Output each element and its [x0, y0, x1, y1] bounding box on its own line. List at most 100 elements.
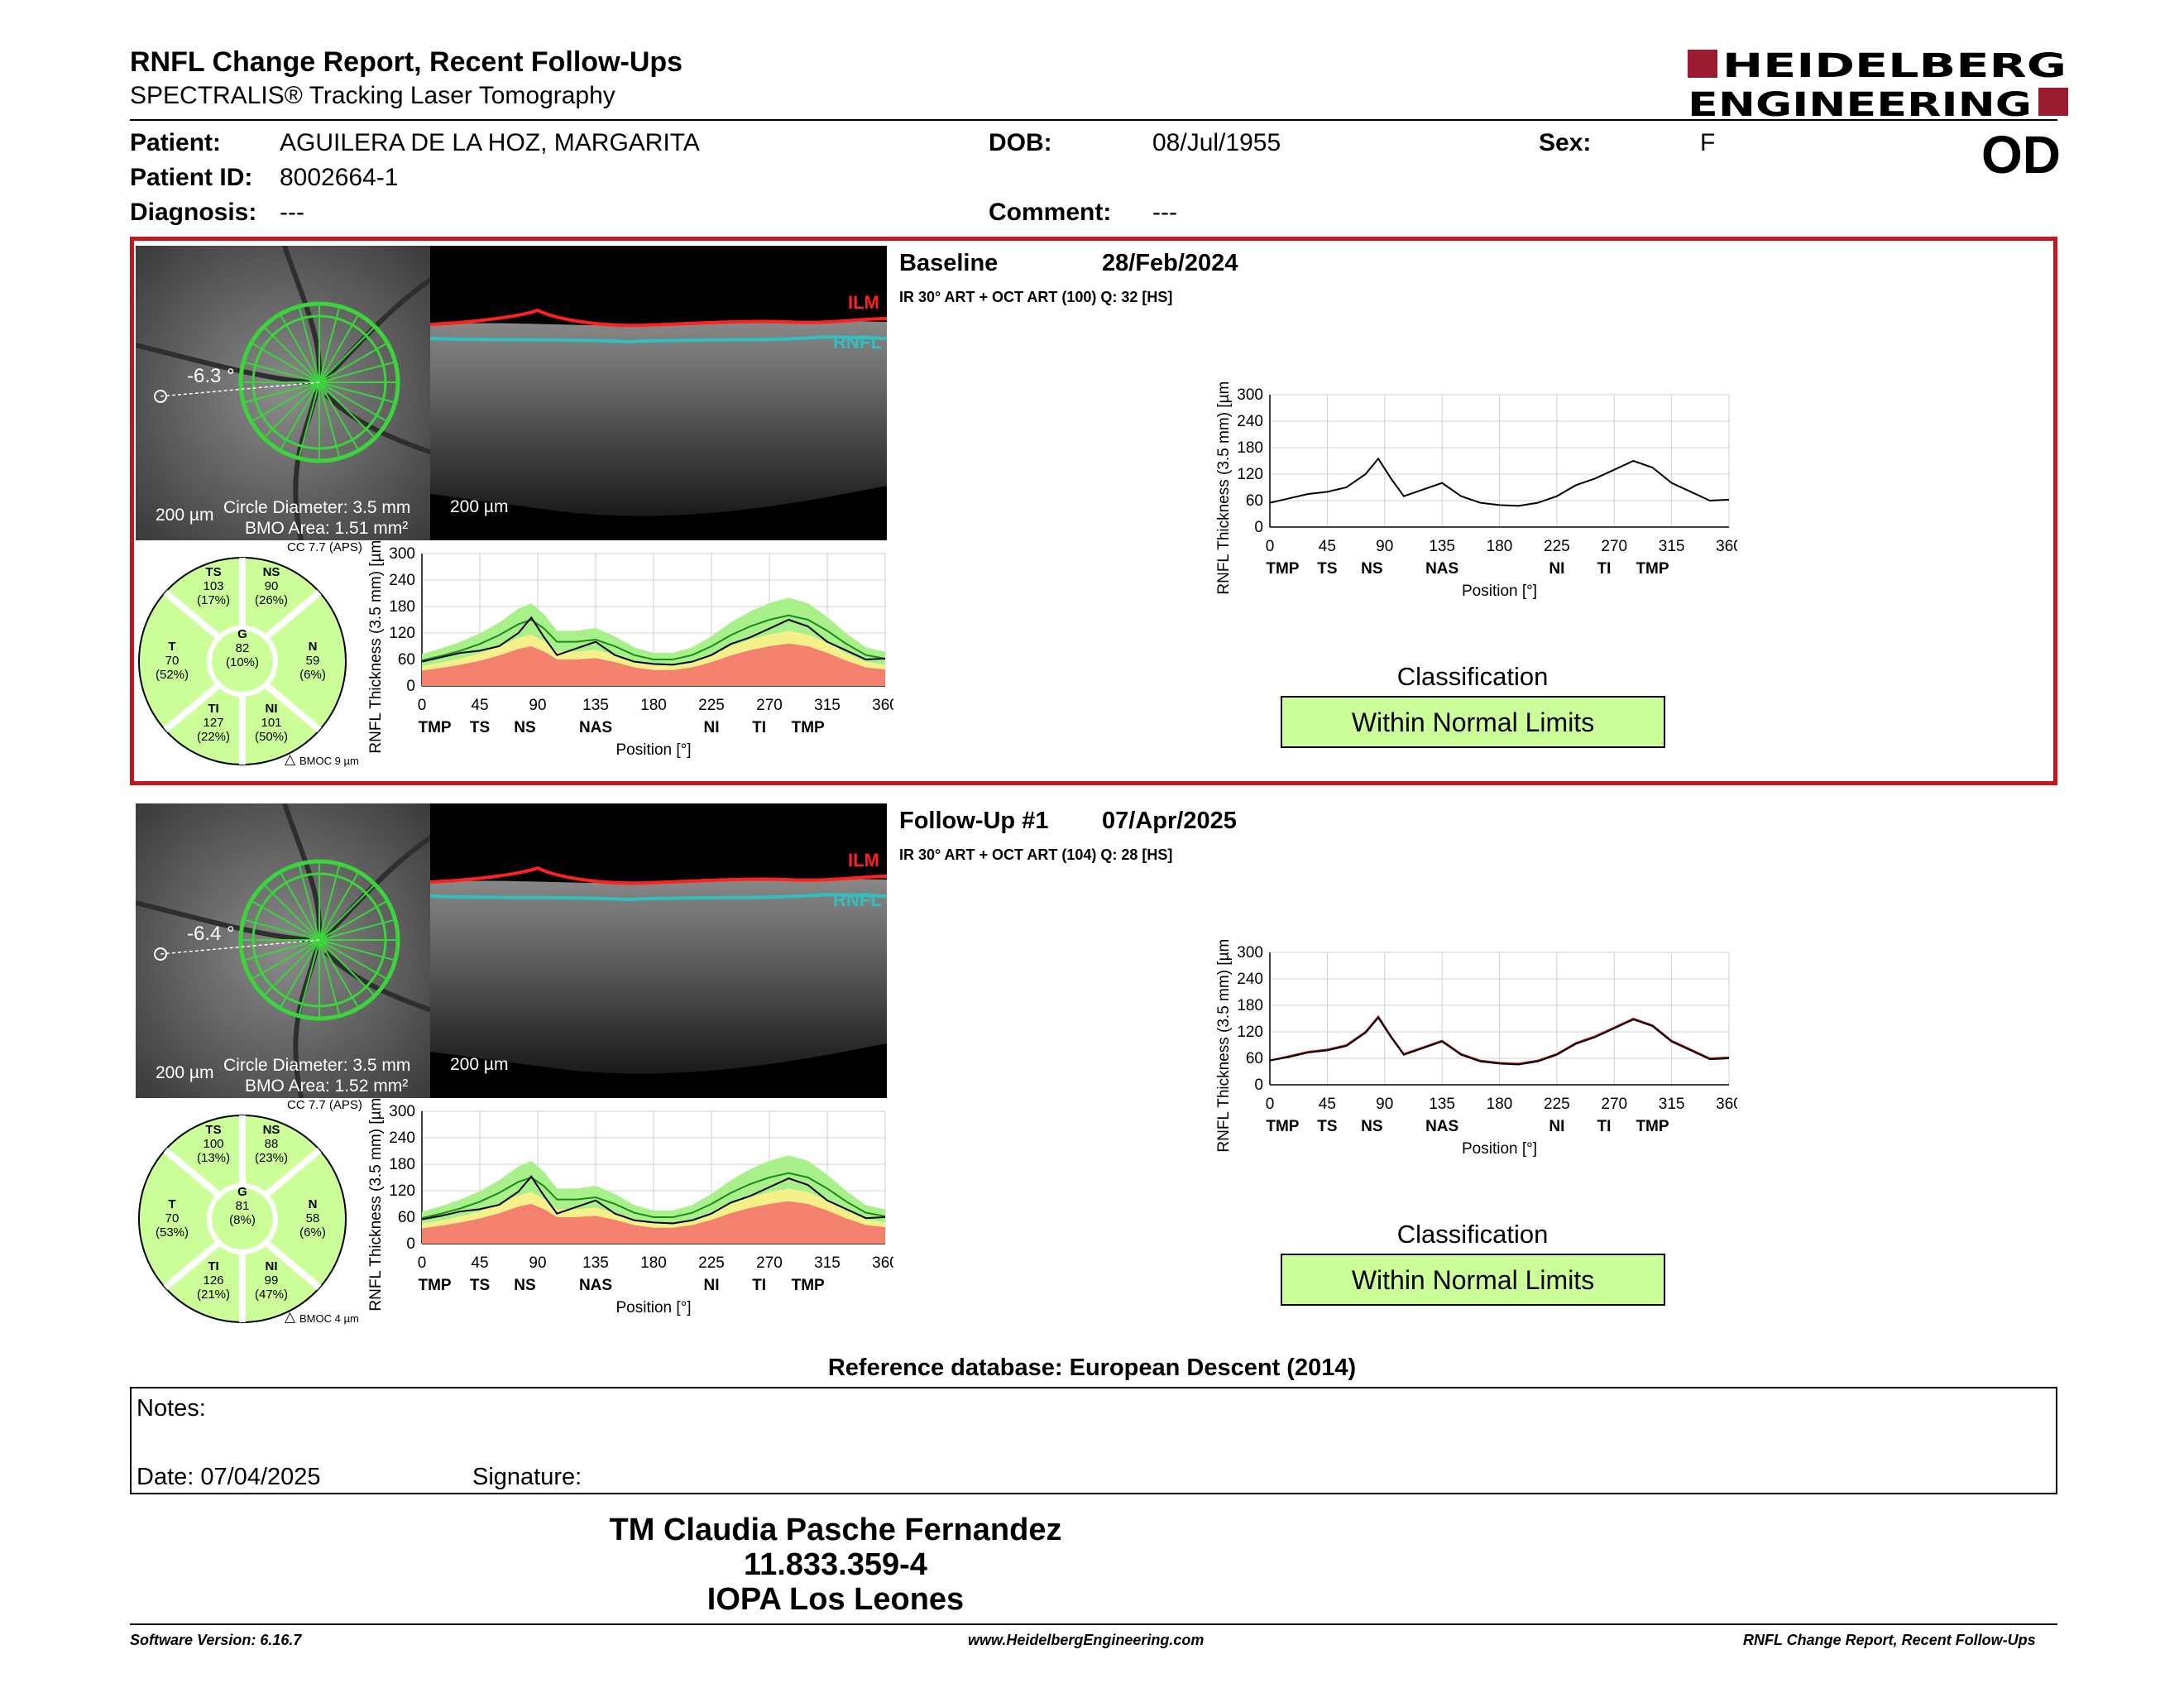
bmo-radial-line [318, 381, 396, 404]
x-tick-label: 270 [1601, 1096, 1627, 1113]
x-axis-title: Position [°] [1462, 1140, 1537, 1158]
logo-text-line1: HEIDELBERG [1722, 47, 2067, 85]
bmo-radial-line [318, 918, 396, 941]
comment-label: Comment: [989, 199, 1112, 226]
y-tick-label: 0 [1254, 519, 1263, 536]
software-version: Software Version: 6.16.7 [130, 1632, 302, 1648]
sector-ts: TS 103 (17%) [189, 565, 238, 607]
sector-percentile: (26%) [254, 593, 288, 607]
website-link[interactable]: www.HeidelbergEngineering.com [968, 1632, 1205, 1648]
y-tick-label: 60 [1246, 492, 1263, 510]
ilm-label: ILM [848, 292, 879, 313]
sector-value: 70 [165, 654, 180, 668]
fundus-scale-label: 200 µm [156, 1063, 214, 1082]
sector-divider [265, 589, 322, 640]
x-tick-label: 315 [1659, 538, 1685, 555]
fundus-image: -6.3 ° 200 µm Circle Diameter: 3.5 mm BMO A… [136, 246, 432, 540]
circle-diameter: Circle Diameter: 3.5 mm [223, 498, 411, 517]
x-tick-label: 360 [1716, 538, 1737, 555]
classification-title: Classification [1396, 1220, 1549, 1249]
x-tick-label: 315 [814, 1254, 841, 1272]
y-tick-label: 240 [389, 1129, 415, 1147]
x-tick-label: 180 [640, 697, 667, 714]
y-tick-label: 300 [1237, 944, 1263, 961]
x-tick-label: 135 [1429, 1096, 1455, 1113]
bmo-radial-line [263, 884, 320, 941]
heidelberg-logo: HEIDELBERG ENGINEERING [1688, 46, 2068, 124]
classification-cc: CC 7.7 (APS) [287, 1098, 362, 1112]
report-title: RNFL Change Report, Recent Follow-Ups [130, 46, 683, 78]
retina-tissue [430, 320, 887, 516]
fundus-scale-label: 200 µm [156, 506, 214, 525]
sector-label: TS [1317, 560, 1337, 578]
scan-type-label: Baseline [899, 250, 999, 276]
x-tick-label: 225 [1544, 1096, 1570, 1113]
y-tick-label: 0 [406, 678, 415, 695]
sector-label: NAS [1425, 560, 1458, 578]
x-tick-label: 90 [1376, 538, 1393, 555]
y-tick-label: 180 [1237, 997, 1263, 1014]
logo-text-line2: ENGINEERING [1688, 86, 2032, 121]
sector-n: N 58 (6%) [288, 1197, 338, 1240]
x-tick-label: 315 [814, 697, 841, 714]
oct-scale-label: 200 µm [450, 497, 509, 516]
x-tick-label: 0 [418, 697, 427, 714]
sector-value: 127 [203, 716, 224, 730]
report-subtitle: SPECTRALIS® Tracking Laser Tomography [130, 82, 615, 109]
y-axis-title: RNFL Thickness (3.5 mm) [µm] [1215, 382, 1233, 595]
sector-label: NAS [579, 719, 612, 736]
y-tick-label: 60 [398, 1209, 415, 1226]
bmo-radial-line [298, 381, 320, 459]
x-tick-label: 180 [640, 1254, 667, 1272]
header-divider [130, 119, 2057, 121]
sector-label: TMP [419, 1277, 452, 1294]
y-tick-label: 240 [389, 572, 415, 589]
thickness-series-line [421, 616, 886, 666]
sector-value: 99 [264, 1273, 279, 1288]
sector-label: TMP [1636, 1118, 1669, 1135]
signer-place: IOPA Los Leones [706, 1582, 965, 1617]
classification-cc: CC 7.7 (APS) [287, 540, 362, 554]
bmo-radial-line [279, 314, 320, 383]
bmo-radial-line [318, 871, 360, 941]
x-tick-label: 270 [1601, 538, 1627, 555]
diagnosis-value: --- [280, 199, 304, 226]
x-tick-label: 270 [756, 697, 783, 714]
sector-ni: NI 99 (47%) [247, 1259, 296, 1302]
notes-box: Notes: Date: 07/04/2025 Signature: [130, 1387, 2057, 1494]
rnfl-boundary [430, 334, 887, 344]
scan-acquisition-info: IR 30° ART + OCT ART (104) Q: 28 [HS] [899, 846, 1173, 863]
normative-mean-line [421, 614, 886, 662]
scan-acquisition-info: IR 30° ART + OCT ART (100) Q: 32 [HS] [899, 289, 1173, 305]
sector-n: N 59 (6%) [288, 640, 338, 682]
x-tick-label: 225 [1544, 538, 1570, 555]
x-tick-label: 225 [698, 1254, 725, 1272]
sector-t: T 70 (53%) [147, 1197, 197, 1240]
bmo-radial-line [318, 939, 341, 1017]
rnfl-thickness-chart: 300 240 180 120 60 00 45 90 135 180 225 270 315 360 TM… [1175, 934, 1742, 1188]
signature-label: Signature: [472, 1464, 582, 1490]
bmo-radial-line [298, 305, 320, 383]
sector-name: NI [265, 702, 278, 716]
sector-value: 59 [305, 654, 320, 668]
x-tick-label: 360 [1716, 1096, 1737, 1113]
sector-label: TMP [419, 719, 452, 736]
sector-value: 103 [203, 579, 224, 593]
diagnosis-label: Diagnosis: [130, 199, 257, 226]
sector-label: TS [1317, 1118, 1337, 1135]
classification-title: Classification [1396, 662, 1549, 691]
bmo-radial-line [242, 918, 320, 941]
x-tick-label: 180 [1487, 538, 1513, 555]
y-axis-title: RNFL Thickness (3.5 mm) [µm] [367, 540, 385, 754]
ilm-label: ILM [848, 850, 879, 870]
notes-label: Notes: [136, 1395, 206, 1422]
sector-label: TMP [792, 1277, 825, 1294]
sector-thickness-wheel: CC 7.7 (APS) TS 100 (13%) NS 88 (23%) T 70 (53%) G… [130, 1098, 428, 1330]
fovea-angle: -6.3 ° [187, 365, 235, 387]
thickness-series-line [421, 1175, 886, 1225]
eye-indicator: OD [1981, 125, 2061, 185]
y-tick-label: 240 [1237, 413, 1263, 430]
classification-result: Within Normal Limits [1281, 1254, 1665, 1306]
sector-global-center [207, 626, 278, 697]
sector-name: G [237, 1185, 247, 1199]
